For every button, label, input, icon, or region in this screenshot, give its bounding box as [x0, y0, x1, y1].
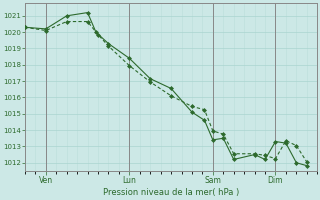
X-axis label: Pression niveau de la mer( hPa ): Pression niveau de la mer( hPa ): [103, 188, 239, 197]
